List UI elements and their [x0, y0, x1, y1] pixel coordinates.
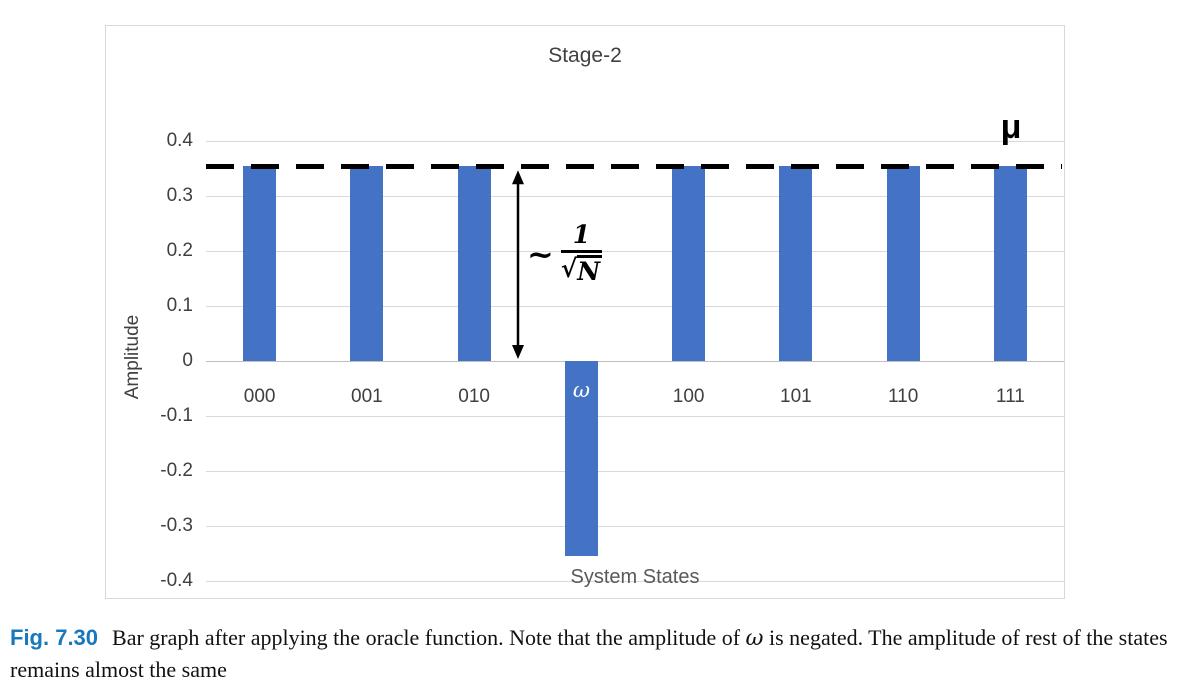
fraction: 1 √ N: [560, 220, 603, 287]
mu-label: μ: [1000, 108, 1022, 146]
y-tick-label: -0.4: [160, 570, 193, 591]
figure-number: Fig. 7.30: [10, 625, 99, 650]
gridline: [206, 195, 1064, 197]
gridline: [206, 305, 1064, 307]
y-tick-label: 0: [182, 350, 193, 371]
gridline: [206, 580, 1064, 582]
gridline: [206, 250, 1064, 252]
y-tick-label: -0.2: [160, 460, 193, 481]
bar-chart: Stage-2 Amplitude 0.4 0.3 0.2 0.1 0 -0.1 -0.2-…: [105, 25, 1065, 599]
gridline: [206, 525, 1064, 527]
x-category-label: 111: [995, 386, 1025, 407]
radical-sign: √: [560, 254, 578, 284]
bar-111: [993, 166, 1027, 361]
x-category-label: 110: [887, 386, 919, 407]
fraction-denominator: √ N: [560, 254, 603, 287]
bar-001: [350, 166, 384, 361]
y-tick-label: 0.1: [166, 295, 193, 316]
bar-100: [672, 166, 706, 361]
y-tick-label: -0.1: [160, 405, 193, 426]
x-category-label: ω: [572, 378, 590, 402]
bar-110: [886, 166, 920, 361]
x-category-label: 000: [243, 386, 276, 407]
mean-dashed-line: [206, 163, 1062, 169]
one-over-sqrt-n-annotation: ~ 1 √ N: [527, 220, 603, 287]
bar-ω: [564, 361, 598, 556]
x-category-label: 100: [672, 386, 705, 407]
y-tick-label: 0.3: [166, 185, 193, 206]
bar-101: [779, 166, 813, 361]
chart-title: Stage-2: [548, 44, 622, 67]
figure-caption: Fig. 7.30 Bar graph after applying the or…: [10, 622, 1172, 685]
caption-text-2: is negated. The amplitude of rest of the…: [10, 625, 1168, 682]
y-tick-label: 0.4: [166, 130, 193, 151]
gridline: [206, 140, 1064, 142]
gridline: [206, 360, 1064, 362]
gridline: [206, 415, 1064, 417]
caption-text-1: Bar graph after applying the oracle func…: [112, 625, 746, 650]
fraction-bar: [560, 250, 603, 254]
fraction-numerator: 1: [572, 220, 591, 249]
bar-010: [457, 166, 491, 361]
radicand: N: [577, 255, 603, 287]
tilde-symbol: ~: [527, 234, 554, 273]
x-category-label: 010: [458, 386, 490, 407]
gridline: [206, 470, 1064, 472]
bar-000: [243, 166, 277, 361]
caption-omega: ω: [745, 626, 764, 651]
x-axis-title: System States: [570, 566, 700, 588]
x-category-label: 101: [780, 386, 812, 407]
x-category-label: 001: [351, 386, 383, 407]
y-tick-label: -0.3: [160, 515, 193, 536]
y-tick-label: 0.2: [166, 240, 193, 261]
